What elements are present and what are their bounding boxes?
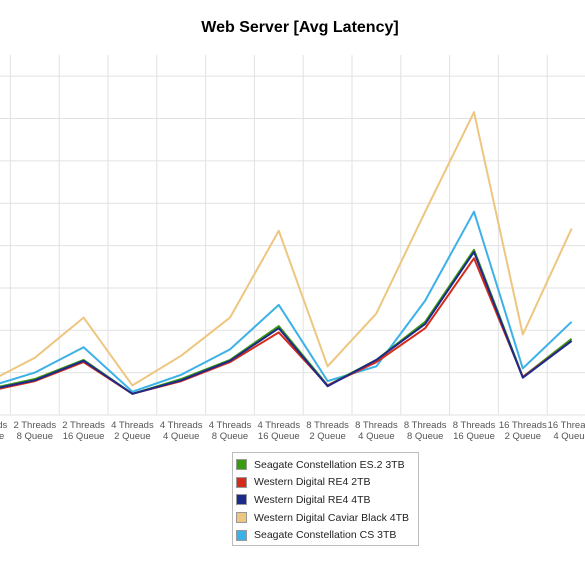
x-tick-label: 4 Threads 2 Queue [111,420,154,442]
legend-label: Western Digital Caviar Black 4TB [254,511,410,524]
x-tick-label: 4 Threads 16 Queue [257,420,300,442]
legend-swatch [236,529,247,541]
legend-swatch [236,512,247,524]
legend-label: Seagate Constellation ES.2 3TB [254,458,405,471]
x-tick-label: 16 Threads 2 Queue [499,420,547,442]
legend-label: Seagate Constellation CS 3TB [254,529,397,542]
x-tick-label: 4 Threads 4 Queue [160,420,203,442]
series-line-3 [0,111,573,387]
legend-item: Western Digital Caviar Black 4TB [236,509,418,527]
legend-item: Western Digital RE4 2TB [236,474,418,492]
x-tick-label: 2 Threads 16 Queue [62,420,105,442]
series-line-2 [0,250,573,395]
x-tick-label: 8 Threads 16 Queue [453,420,496,442]
x-tick-label: 8 Threads 8 Queue [404,420,447,442]
legend-item: Seagate Constellation ES.2 3TB [236,456,418,474]
legend-swatch [236,476,247,488]
x-tick-label: 8 Threads 4 Queue [355,420,398,442]
legend: Seagate Constellation ES.2 3TB Western Di… [232,452,419,546]
legend-item: Seagate Constellation CS 3TB [236,526,418,544]
legend-swatch [236,459,247,471]
x-tick-label: 2 Threads 8 Queue [13,420,56,442]
legend-item: Western Digital RE4 4TB [236,491,418,509]
series-lines [0,111,573,395]
series-line-1 [0,257,573,395]
legend-label: Western Digital RE4 4TB [254,493,371,506]
legend-swatch [236,494,247,506]
x-tick-label: 4 Threads 8 Queue [209,420,252,442]
x-tick-label: 8 Threads 2 Queue [306,420,349,442]
legend-label: Western Digital RE4 2TB [254,476,371,489]
series-line-4 [0,210,573,393]
chart-title: Web Server [Avg Latency] [201,19,399,36]
grid-lines [0,55,585,416]
